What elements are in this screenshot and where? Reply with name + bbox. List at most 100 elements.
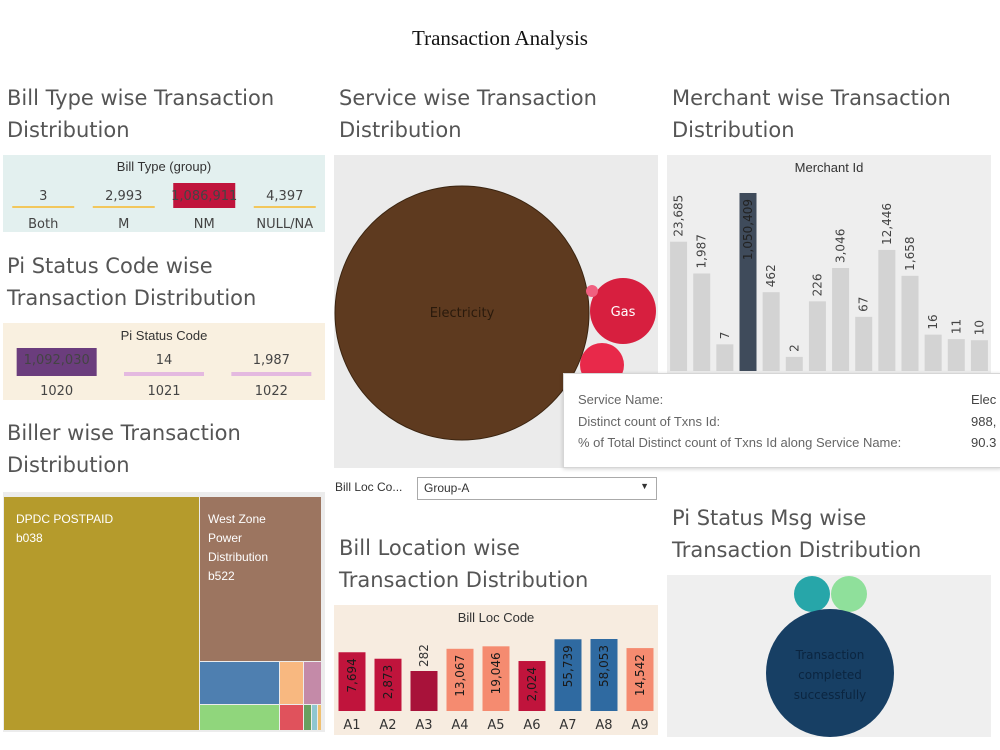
category-label: A1: [343, 718, 360, 733]
chevron-down-icon: ▼: [640, 481, 649, 491]
bar[interactable]: [785, 356, 803, 371]
data-label: 7: [718, 332, 732, 340]
treemap-cell-dpdc[interactable]: DPDC POSTPAID b038: [4, 497, 199, 730]
bar[interactable]: [92, 206, 155, 208]
pi-status-msg-bubble-chart: Transaction completed successfully: [766, 576, 894, 737]
bar[interactable]: [124, 372, 204, 376]
pi-status-code-section-title: Pi Status Code wise Transaction Distribu…: [7, 254, 257, 310]
treemap-cell[interactable]: [312, 705, 317, 730]
pi-status-code-bar-chart: 1,092,030 1020 14 1021 1,987 1022: [16, 348, 312, 399]
category-label: A7: [559, 718, 576, 733]
service-tooltip: Service Name: Elec Distinct count of Txn…: [563, 373, 1000, 468]
data-label: 1,658: [903, 236, 917, 270]
bar[interactable]: [855, 316, 873, 371]
bar[interactable]: [808, 301, 826, 371]
bubble-service[interactable]: [586, 285, 598, 297]
pi-status-msg-section-title: Pi Status Msg wise Transaction Distribut…: [672, 506, 922, 562]
data-label: 1,092,030: [24, 353, 90, 368]
bar[interactable]: [762, 292, 780, 371]
category-label: NULL/NA: [256, 217, 313, 232]
bar[interactable]: [970, 340, 988, 371]
bar[interactable]: [739, 193, 757, 371]
bill-loc-filter-label: Bill Loc Co...: [335, 480, 403, 494]
bar[interactable]: [947, 339, 965, 371]
category-label: 1022: [255, 384, 288, 399]
bubble-pi-status-msg[interactable]: [831, 576, 867, 612]
treemap-cell[interactable]: [280, 705, 303, 730]
bubble-transaction-completed[interactable]: [766, 609, 894, 737]
data-label: 13,067: [453, 655, 467, 697]
data-label: 226: [810, 273, 824, 296]
bar[interactable]: [231, 372, 312, 376]
bar[interactable]: [590, 639, 618, 711]
bar[interactable]: [374, 658, 402, 711]
bar[interactable]: [924, 334, 942, 371]
treemap-cell[interactable]: [280, 662, 303, 704]
bar[interactable]: [253, 206, 316, 208]
merchant-chart-header: Merchant Id: [794, 160, 864, 175]
bar[interactable]: [16, 348, 97, 376]
tooltip-label-percent-total: % of Total Distinct count of Txns Id alo…: [578, 435, 902, 450]
bubble-gas[interactable]: [590, 278, 656, 344]
data-label: 14: [156, 353, 173, 368]
data-label: 1,987: [253, 353, 290, 368]
data-label: 58,053: [597, 645, 611, 687]
data-label: 282: [417, 644, 431, 667]
bar[interactable]: [482, 646, 510, 711]
bar[interactable]: [626, 648, 654, 711]
treemap-cell[interactable]: [200, 662, 279, 704]
category-label: A5: [487, 718, 504, 733]
category-label: A4: [451, 718, 468, 733]
bar[interactable]: [716, 344, 734, 371]
data-label: 14,542: [633, 654, 647, 696]
category-label: NM: [194, 217, 215, 232]
treemap-cell[interactable]: [318, 705, 321, 730]
data-label: 67: [857, 297, 871, 312]
treemap-cell[interactable]: [304, 662, 321, 704]
bar[interactable]: [410, 671, 438, 711]
tooltip-value-percent-total: 90.3: [971, 435, 997, 450]
service-section-title: Service wise Transaction Distribution: [339, 86, 597, 142]
bar[interactable]: [12, 206, 75, 208]
bar[interactable]: [670, 241, 688, 371]
data-label: 10: [972, 320, 986, 335]
bill-loc-filter-value: Group-A: [424, 481, 470, 495]
bar[interactable]: [554, 639, 582, 711]
bar[interactable]: [518, 661, 546, 711]
bar[interactable]: [446, 648, 474, 711]
data-label: 55,739: [561, 645, 575, 687]
data-label: 3: [39, 189, 47, 204]
bubble-electricity[interactable]: [334, 185, 590, 441]
bubble-pi-status-msg[interactable]: [794, 576, 830, 612]
treemap-cell[interactable]: [200, 705, 279, 730]
bill-type-section-title: Bill Type wise Transaction Distribution: [7, 86, 275, 142]
bill-location-bar-chart: 7,694 A1 2,873 A2 282 A3 13,067 A4 19,046 A5 2,024…: [338, 639, 654, 733]
category-label: A8: [595, 718, 612, 733]
bar[interactable]: [878, 249, 896, 371]
bar[interactable]: [173, 183, 236, 208]
treemap-cell-west-zone[interactable]: West Zone Power Distribution b522: [200, 497, 321, 661]
data-label: 16: [926, 314, 940, 329]
data-label: 3,046: [834, 229, 848, 263]
category-label: M: [118, 217, 129, 232]
bill-type-chart-panel: Bill Type (group) 3 Both 2,993 M 1,086,911 NM…: [3, 155, 325, 232]
category-label: A2: [379, 718, 396, 733]
pi-status-code-chart-panel: Pi Status Code 1,092,030 1020 14 1021 1,987 1…: [3, 323, 325, 400]
bubble-label-gas: Gas: [611, 305, 636, 320]
bill-loc-filter-dropdown[interactable]: Group-A ▼: [417, 477, 657, 500]
data-label: 7,694: [345, 658, 359, 692]
bar[interactable]: [901, 275, 919, 371]
bar[interactable]: [693, 273, 711, 371]
data-label: 11: [949, 319, 963, 334]
bar[interactable]: [338, 652, 366, 711]
category-label: A3: [415, 718, 432, 733]
data-label: 462: [764, 264, 778, 287]
bubble-label-transaction-completed: Transaction completed successfully: [794, 648, 867, 702]
bar[interactable]: [832, 268, 850, 371]
merchant-section-title: Merchant wise Transaction Distribution: [672, 86, 951, 142]
category-label: 1021: [147, 384, 180, 399]
data-label: 23,685: [672, 195, 686, 237]
page-title: Transaction Analysis: [412, 26, 588, 50]
treemap-cell[interactable]: [304, 705, 311, 730]
bubble-label-electricity: Electricity: [430, 306, 495, 321]
